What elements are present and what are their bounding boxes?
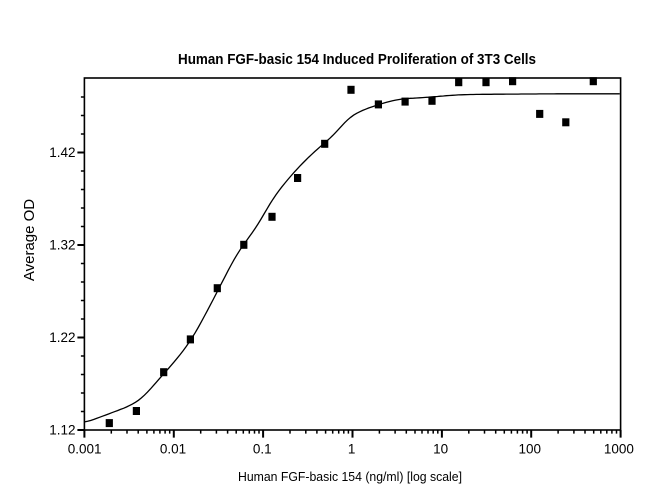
svg-text:0.01: 0.01 bbox=[160, 441, 186, 456]
svg-text:1000: 1000 bbox=[604, 441, 634, 456]
svg-text:10: 10 bbox=[433, 441, 448, 456]
svg-text:Average OD: Average OD bbox=[21, 199, 38, 281]
svg-text:1.32: 1.32 bbox=[49, 238, 75, 253]
svg-text:1.22: 1.22 bbox=[49, 330, 75, 345]
svg-text:0.001: 0.001 bbox=[68, 441, 102, 456]
svg-text:Human FGF-basic 154 (ng/ml) [l: Human FGF-basic 154 (ng/ml) [log scale] bbox=[238, 470, 462, 484]
svg-text:100: 100 bbox=[519, 441, 542, 456]
svg-text:1.42: 1.42 bbox=[49, 145, 75, 160]
svg-text:Human FGF-basic 154 Induced Pr: Human FGF-basic 154 Induced Proliferatio… bbox=[178, 52, 536, 68]
svg-text:1.12: 1.12 bbox=[49, 423, 75, 438]
svg-text:1: 1 bbox=[348, 441, 356, 456]
svg-text:0.1: 0.1 bbox=[253, 441, 272, 456]
